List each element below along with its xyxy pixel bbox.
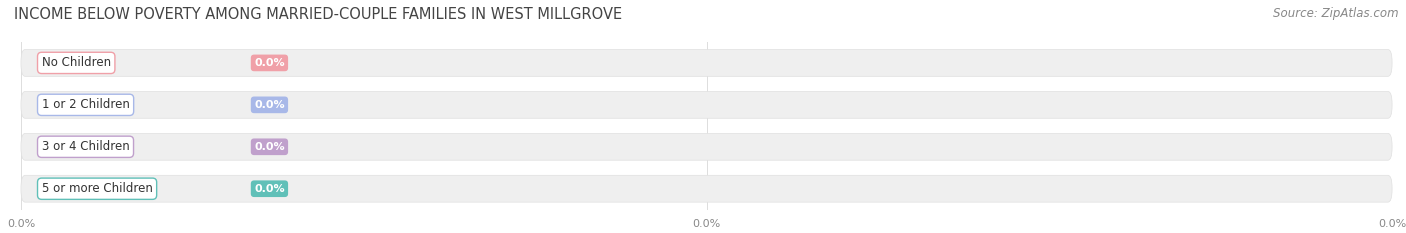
FancyBboxPatch shape	[21, 133, 1392, 160]
Text: 0.0%: 0.0%	[254, 58, 285, 68]
Text: 5 or more Children: 5 or more Children	[42, 182, 152, 195]
Text: 0.0%: 0.0%	[254, 142, 285, 152]
Text: No Children: No Children	[42, 56, 111, 69]
Text: 1 or 2 Children: 1 or 2 Children	[42, 98, 129, 111]
FancyBboxPatch shape	[21, 49, 1392, 76]
Text: 0.0%: 0.0%	[254, 100, 285, 110]
Text: INCOME BELOW POVERTY AMONG MARRIED-COUPLE FAMILIES IN WEST MILLGROVE: INCOME BELOW POVERTY AMONG MARRIED-COUPL…	[14, 7, 623, 22]
Text: 3 or 4 Children: 3 or 4 Children	[42, 140, 129, 153]
Text: 0.0%: 0.0%	[254, 184, 285, 194]
FancyBboxPatch shape	[21, 175, 1392, 202]
FancyBboxPatch shape	[21, 91, 1392, 118]
Text: Source: ZipAtlas.com: Source: ZipAtlas.com	[1274, 7, 1399, 20]
